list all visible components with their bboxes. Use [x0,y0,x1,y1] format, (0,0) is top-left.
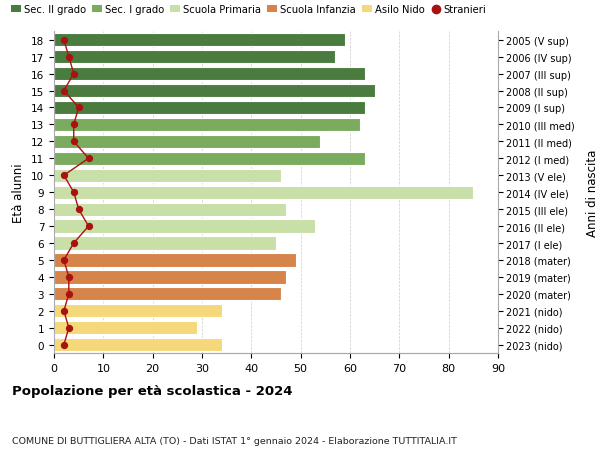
Y-axis label: Età alunni: Età alunni [13,163,25,223]
Bar [54,152,365,166]
Point [59,172,68,179]
Text: Popolazione per età scolastica - 2024: Popolazione per età scolastica - 2024 [12,384,293,397]
Point [74,206,83,213]
Point [64,274,74,281]
Point [64,54,74,61]
Bar [54,51,335,64]
Point [84,155,94,162]
Bar [54,101,365,115]
Bar [54,169,281,183]
Point [69,189,79,196]
Bar [54,118,360,132]
Bar [54,203,286,216]
Point [59,88,68,95]
Point [69,138,79,146]
Point [69,240,79,247]
Bar [54,135,320,149]
Bar [54,305,222,318]
Legend: Sec. II grado, Sec. I grado, Scuola Primaria, Scuola Infanzia, Asilo Nido, Stran: Sec. II grado, Sec. I grado, Scuola Prim… [11,5,487,15]
Point [59,308,68,315]
Bar [54,85,374,98]
Point [59,257,68,264]
Point [69,71,79,78]
Point [84,223,94,230]
Point [69,122,79,129]
Point [59,37,68,44]
Point [59,341,68,349]
Bar [54,220,316,233]
Y-axis label: Anni di nascita: Anni di nascita [586,149,599,236]
Bar [54,338,222,352]
Text: COMUNE DI BUTTIGLIERA ALTA (TO) - Dati ISTAT 1° gennaio 2024 - Elaborazione TUTT: COMUNE DI BUTTIGLIERA ALTA (TO) - Dati I… [12,436,457,445]
Bar [54,288,281,301]
Bar [54,186,473,199]
Point [74,105,83,112]
Bar [54,271,286,284]
Point [64,291,74,298]
Bar [54,237,276,250]
Point [64,325,74,332]
Bar [54,34,345,47]
Bar [54,254,296,267]
Bar [54,321,197,335]
Bar [54,68,365,81]
